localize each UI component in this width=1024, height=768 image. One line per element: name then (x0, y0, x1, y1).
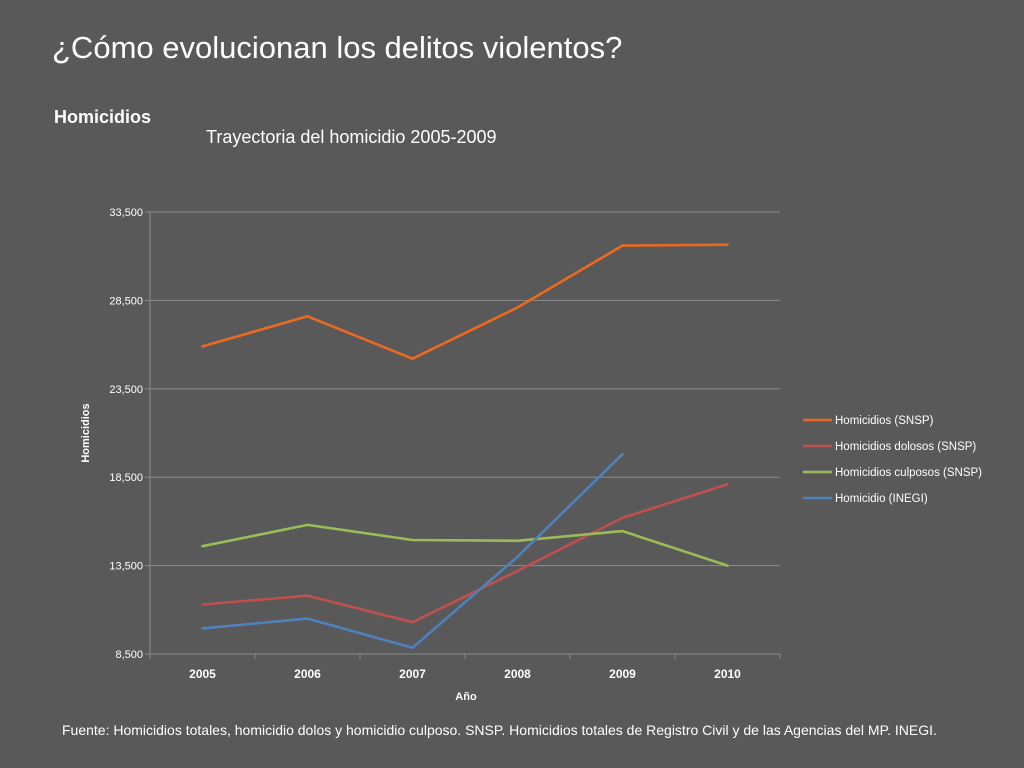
x-tick-label: 2005 (189, 667, 216, 681)
x-axis-label: Año (455, 691, 477, 703)
series-line (201, 452, 624, 650)
x-tick-label: 2006 (294, 667, 321, 681)
y-tick-label: 23,500 (109, 384, 143, 396)
y-tick-label: 28,500 (109, 295, 143, 307)
series-lines (201, 243, 729, 650)
source-footnote: Fuente: Homicidios totales, homicidio do… (62, 722, 937, 738)
chart-title: Trayectoria del homicidio 2005-2009 (206, 127, 497, 147)
x-tick-label: 2010 (714, 667, 741, 681)
series-line (201, 482, 729, 624)
series-line (201, 243, 729, 361)
y-tick-label: 13,500 (109, 561, 143, 573)
legend-label: Homicidios culposos (SNSP) (835, 467, 982, 479)
series-line (201, 523, 729, 567)
y-tick-label: 8,500 (115, 649, 143, 661)
axes: 8,500 13,500 18,500 23,500 28,500 33,500 2005 2… (109, 207, 781, 681)
y-axis-label: Homicidios (80, 403, 92, 462)
y-tick-label: 33,500 (109, 207, 143, 219)
legend-label: Homicidio (INEGI) (835, 493, 928, 505)
x-tick-label: 2007 (399, 667, 426, 681)
grid-lines (150, 211, 780, 655)
legend-label: Homicidios (SNSP) (835, 415, 934, 427)
legend-label: Homicidios dolosos (SNSP) (835, 441, 976, 453)
x-tick-label: 2009 (609, 667, 636, 681)
section-label: Homicidios (54, 107, 152, 127)
x-tick-label: 2008 (504, 667, 531, 681)
legend: Homicidios (SNSP) Homicidios dolosos (SNS… (803, 415, 982, 505)
y-tick-label: 18,500 (109, 472, 143, 484)
slide-title: ¿Cómo evolucionan los delitos violentos? (52, 30, 623, 65)
